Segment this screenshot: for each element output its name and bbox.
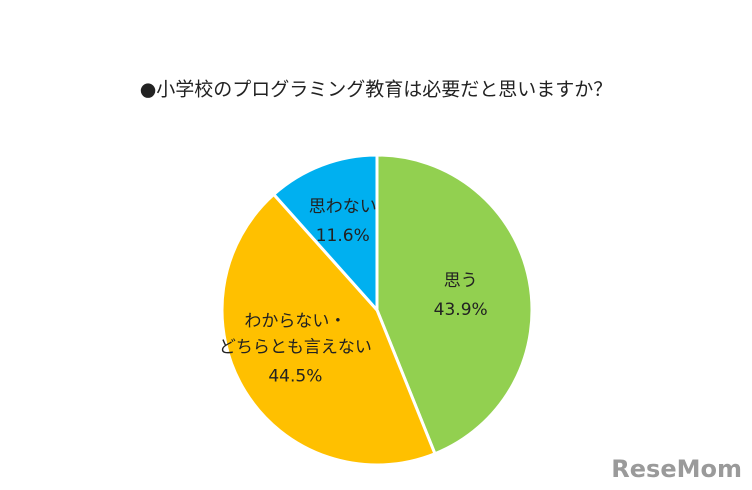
chart-title: ●小学校のプログラミング教育は必要だと思いますか？ <box>140 79 613 101</box>
slice-label: 思う <box>444 271 478 291</box>
value-label: 44.5% <box>268 367 322 387</box>
watermark: ReseMom <box>611 455 742 483</box>
pie-slice <box>271 153 379 314</box>
slice-label: 思わない <box>309 197 377 217</box>
value-label: 43.9% <box>434 300 488 320</box>
value-label: 11.6% <box>316 226 370 246</box>
slice-label: わからない・どちらとも言えない <box>219 312 372 358</box>
pie-slice <box>375 153 534 456</box>
pie-slice <box>220 192 437 467</box>
